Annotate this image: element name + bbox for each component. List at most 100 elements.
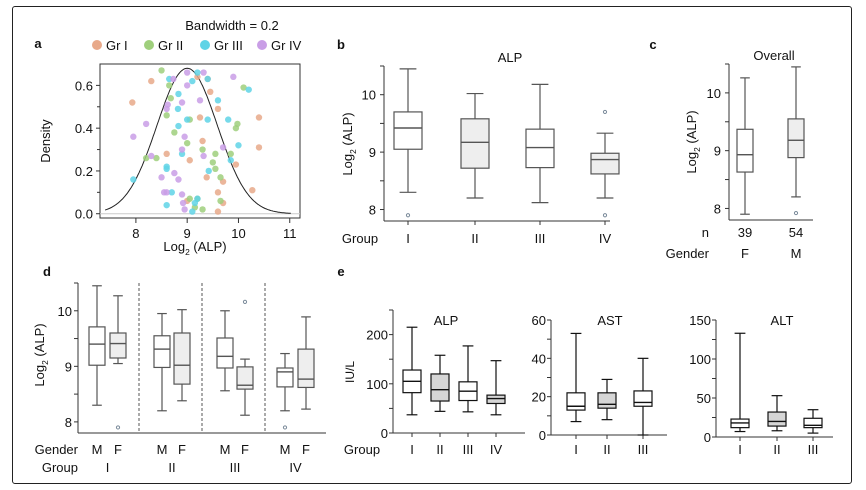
data-point-gr-iii <box>227 157 234 164</box>
box-alp-II-box <box>430 373 450 402</box>
y-tick-label: 10 <box>707 86 721 101</box>
data-point-gr-iv <box>219 144 227 151</box>
data-point-gr-ii <box>199 206 206 213</box>
data-point-gr-iii <box>168 189 175 196</box>
data-point-gr-iii <box>205 167 212 175</box>
legend-dot-1 <box>92 40 102 50</box>
data-point-gr-ii <box>234 120 241 128</box>
box-I-M-box <box>88 326 106 366</box>
panel-label-a: a <box>34 36 42 51</box>
box-IV-box <box>590 152 620 175</box>
gender-label: M <box>280 442 291 457</box>
y-tick-label: 10 <box>58 304 72 319</box>
x-tick-label: II <box>603 442 610 457</box>
y-axis-label: Log2 (ALP) <box>340 112 358 175</box>
y-tick-label: 0.4 <box>75 121 93 136</box>
data-point-gr-iv <box>171 169 178 177</box>
data-point-gr-ii <box>167 95 174 102</box>
x-tick-label: III <box>808 442 819 457</box>
y-tick-label: 0.6 <box>75 78 93 93</box>
y-tick-label: 200 <box>366 328 388 343</box>
data-point-gr-iii <box>194 69 201 76</box>
gender-label: F <box>741 246 749 261</box>
data-point-gr-i <box>129 99 136 106</box>
gender-label: M <box>791 246 802 261</box>
box-IV-M-outlier <box>282 425 288 430</box>
y-tick-label: 9 <box>369 145 376 160</box>
x-tick-label: IV <box>490 442 503 457</box>
data-point-gr-iv <box>130 133 137 140</box>
panel-c-title: Overall <box>753 48 794 63</box>
box-M-outlier <box>793 210 799 216</box>
density-curve <box>104 67 291 214</box>
x-tick-label: I <box>738 442 742 457</box>
data-point-gr-i <box>255 144 263 151</box>
panel-e-title-alp: ALP <box>434 313 459 328</box>
data-point-gr-ii <box>183 139 191 147</box>
y-tick-label: 50 <box>697 391 711 406</box>
box-I-box <box>393 111 423 150</box>
data-point-gr-iv <box>200 69 207 76</box>
legend-dot-3 <box>200 40 210 50</box>
data-point-gr-ii <box>240 84 247 91</box>
box-III-M-box <box>216 337 234 369</box>
data-point-gr-i <box>163 150 170 158</box>
data-point-gr-ii <box>163 112 170 119</box>
x-tick-label: 8 <box>132 226 139 241</box>
box-II-F-box <box>173 332 191 385</box>
data-point-gr-iv <box>178 99 186 106</box>
data-point-gr-iv <box>196 97 204 104</box>
data-point-gr-ii <box>217 197 224 205</box>
gender-label: M <box>220 442 231 457</box>
x-tick-label: I <box>410 442 414 457</box>
box-ast-I-box <box>566 392 586 411</box>
row-label-gender: Gender <box>35 442 79 457</box>
gender-label: M <box>157 442 168 457</box>
legend-label-3: Gr III <box>214 38 243 53</box>
x-tick-label: III <box>638 442 649 457</box>
box-alt-III-box <box>803 417 823 429</box>
group-label: II <box>168 460 175 475</box>
box-alp-IV-box <box>486 394 506 405</box>
y-tick-label: 10 <box>362 88 376 103</box>
data-point-gr-iii <box>214 97 222 104</box>
x-axis-title: Group <box>342 231 378 246</box>
data-point-gr-iii <box>194 195 201 202</box>
data-point-gr-iv <box>164 101 171 108</box>
data-point-gr-iv <box>183 69 191 76</box>
x-tick-label: I <box>406 231 410 246</box>
y-tick-label: 9 <box>714 144 721 159</box>
legend-label-1: Gr I <box>106 38 128 53</box>
box-I-F-outlier <box>115 425 121 430</box>
group-label: III <box>230 460 241 475</box>
data-point-gr-iii <box>183 116 191 123</box>
plot-frame-a <box>99 63 301 219</box>
x-tick-label: III <box>535 231 546 246</box>
data-point-gr-i <box>207 88 214 96</box>
y-axis-label: IU/L <box>343 361 357 383</box>
data-point-gr-iv <box>181 133 188 140</box>
data-point-gr-iii <box>189 77 196 85</box>
data-point-gr-iii <box>163 165 170 173</box>
box-III-box <box>525 128 555 169</box>
x-tick-label: II <box>436 442 443 457</box>
x-tick-label: III <box>463 442 474 457</box>
data-point-gr-ii <box>158 67 165 74</box>
box-alt-II-box <box>767 411 787 427</box>
row-label-gender: Gender <box>666 246 710 261</box>
box-IV-F-box <box>297 348 315 389</box>
data-point-gr-i <box>196 114 204 121</box>
data-point-gr-iii <box>204 116 211 123</box>
box-III-F-box <box>236 366 254 390</box>
data-point-gr-iv <box>230 73 237 81</box>
data-point-gr-iv <box>158 174 165 181</box>
n-value: 39 <box>738 225 752 240</box>
data-point-gr-i <box>214 208 222 215</box>
data-point-gr-ii <box>217 174 224 181</box>
data-point-gr-iii <box>163 201 170 209</box>
y-axis-label: Log2 (ALP) <box>684 110 702 173</box>
data-point-gr-iv <box>163 189 170 196</box>
y-axis-label: Density <box>38 119 53 163</box>
data-point-gr-iii <box>174 105 182 113</box>
y-tick-label: 0.2 <box>75 164 93 179</box>
